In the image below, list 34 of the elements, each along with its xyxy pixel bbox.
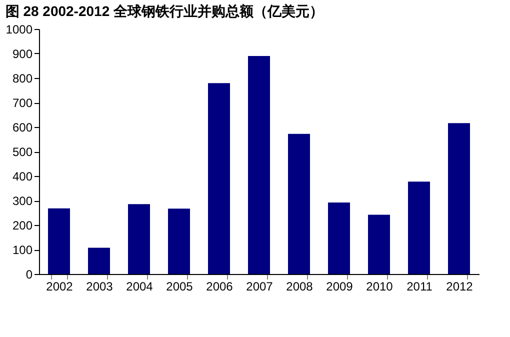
x-tick-label: 2004 [126,280,154,294]
x-tick-label: 2005 [166,280,194,294]
bar [88,248,110,274]
x-tick-label: 2002 [46,280,74,294]
x-tick-label: 2007 [246,280,274,294]
y-tick-label: 900 [12,47,33,61]
y-tick-label: 300 [12,194,33,208]
y-tick-label: 400 [12,170,33,184]
y-tick-label: 700 [12,96,33,110]
y-tick-label: 0 [26,268,33,282]
x-tick-label: 2012 [446,280,474,294]
y-tick-label: 600 [12,120,33,134]
chart-title: 图 28 2002-2012 全球钢铁行业并购总额（亿美元） [5,3,324,19]
x-tick-label: 2010 [366,280,394,294]
x-tick-label: 2011 [406,280,433,294]
bar [368,214,390,274]
bar [128,204,150,274]
y-tick-label: 200 [12,218,33,232]
bar [168,208,190,274]
x-tick-label: 2006 [206,280,234,294]
y-tick-label: 100 [12,243,33,257]
bar [208,83,230,274]
y-tick-label: 800 [12,72,33,86]
x-tick-label: 2009 [326,280,354,294]
y-tick-label: 1000 [6,22,33,36]
bar [248,56,270,274]
bar [48,208,70,274]
bar [288,134,310,274]
bar [408,182,430,274]
y-tick-label: 500 [12,145,33,159]
bar [328,202,350,274]
bar [448,123,470,274]
x-tick-label: 2008 [286,280,314,294]
x-tick-label: 2003 [86,280,114,294]
